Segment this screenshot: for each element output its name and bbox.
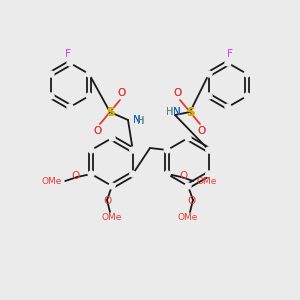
Text: F: F	[65, 49, 71, 59]
Circle shape	[86, 93, 92, 99]
Circle shape	[88, 171, 94, 177]
Circle shape	[225, 104, 231, 110]
Circle shape	[225, 60, 231, 66]
Circle shape	[185, 135, 191, 141]
Text: N: N	[133, 115, 141, 125]
Circle shape	[109, 135, 115, 141]
Circle shape	[206, 171, 212, 177]
Text: S: S	[186, 106, 194, 118]
Text: S: S	[106, 106, 114, 118]
Text: F: F	[65, 49, 71, 59]
Text: O: O	[94, 126, 102, 136]
Text: O: O	[118, 88, 126, 98]
Text: OMe: OMe	[196, 176, 217, 185]
Circle shape	[206, 93, 212, 99]
Circle shape	[48, 71, 54, 77]
Circle shape	[164, 147, 170, 153]
Text: N: N	[173, 107, 181, 117]
Text: O: O	[198, 126, 206, 136]
Circle shape	[67, 104, 73, 110]
Circle shape	[48, 93, 54, 99]
Text: OMe: OMe	[178, 212, 198, 221]
Circle shape	[67, 60, 73, 66]
Text: O: O	[198, 126, 206, 136]
Text: OMe: OMe	[102, 212, 122, 221]
Text: O: O	[94, 126, 102, 136]
Circle shape	[244, 71, 250, 77]
Text: S: S	[106, 106, 114, 118]
Text: H: H	[166, 107, 174, 117]
Circle shape	[206, 71, 212, 77]
Circle shape	[109, 183, 115, 189]
Text: F: F	[227, 49, 233, 59]
Circle shape	[244, 93, 250, 99]
Text: O: O	[104, 196, 112, 206]
Text: F: F	[227, 49, 233, 59]
Text: O: O	[71, 171, 79, 181]
Circle shape	[88, 147, 94, 153]
Text: H: H	[137, 116, 145, 126]
Circle shape	[185, 183, 191, 189]
Text: O: O	[118, 88, 126, 98]
Text: O: O	[174, 88, 182, 98]
Text: N: N	[173, 107, 181, 117]
Text: O: O	[188, 196, 196, 206]
Text: O: O	[174, 88, 182, 98]
Circle shape	[164, 171, 170, 177]
Circle shape	[130, 171, 136, 177]
Text: H: H	[166, 107, 174, 117]
Text: OMe: OMe	[42, 176, 62, 185]
Text: O: O	[179, 171, 187, 181]
Text: S: S	[186, 106, 194, 118]
Circle shape	[206, 147, 212, 153]
Circle shape	[86, 71, 92, 77]
Circle shape	[130, 147, 136, 153]
Text: H: H	[137, 116, 145, 126]
Text: N: N	[133, 115, 141, 125]
